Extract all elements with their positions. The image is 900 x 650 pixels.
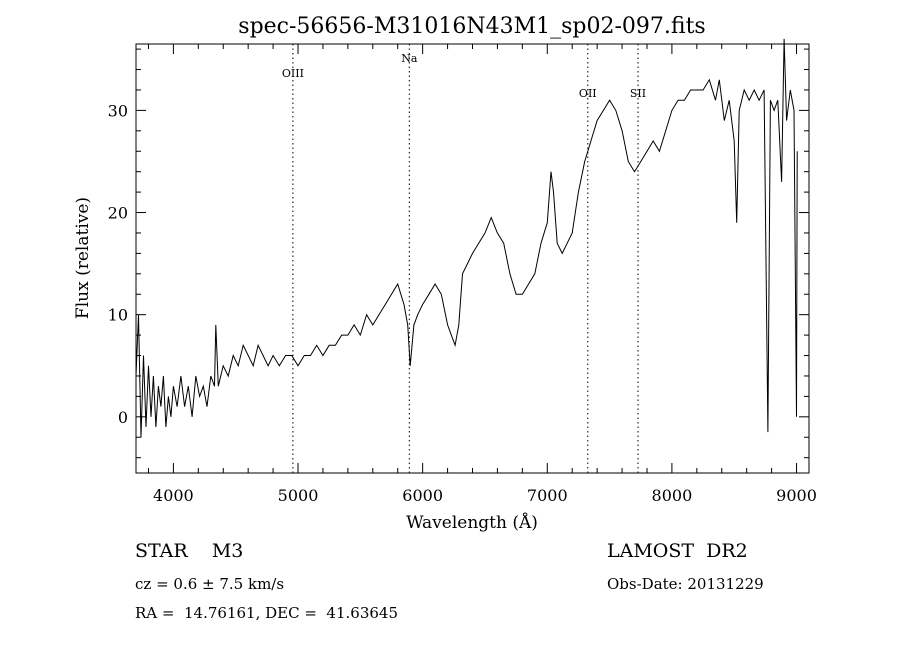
x-tick-label: 6000 [402, 486, 443, 505]
y-tick-label: 30 [108, 101, 128, 120]
chart-title: spec-56656-M31016N43M1_sp02-097.fits [238, 14, 705, 39]
spectrum-chart: spec-56656-M31016N43M1_sp02-097.fits 400… [73, 14, 817, 533]
y-tick-label: 10 [108, 306, 128, 325]
y-axis-label: Flux (relative) [73, 197, 93, 319]
x-tick-label: 5000 [278, 486, 319, 505]
y-tick-label: 20 [108, 204, 128, 223]
coordinates: RA = 14.76161, DEC = 41.63645 [135, 604, 399, 622]
x-tick-label: 4000 [153, 486, 194, 505]
spectrum-line [135, 38, 798, 438]
line-annotations: OIII Na OII SII [282, 44, 646, 473]
line-label: OII [579, 87, 597, 100]
line-label: Na [401, 52, 418, 65]
plot-frame [135, 43, 810, 474]
y-tick-label: 0 [118, 408, 128, 427]
x-tick-label: 9000 [776, 486, 817, 505]
x-axis-label: Wavelength (Å) [406, 512, 538, 533]
line-label: OIII [282, 67, 304, 80]
survey-name: LAMOST DR2 [607, 540, 748, 562]
observation-date: Obs-Date: 20131229 [607, 575, 764, 593]
x-tick-label: 7000 [527, 486, 568, 505]
redshift-velocity: cz = 0.6 ± 7.5 km/s [135, 575, 285, 593]
line-label: SII [630, 87, 646, 100]
object-class: STAR M3 [135, 540, 244, 562]
axis-ticks: 4000 5000 6000 7000 8000 9000 0 10 20 30 [108, 44, 817, 505]
x-tick-label: 8000 [652, 486, 693, 505]
